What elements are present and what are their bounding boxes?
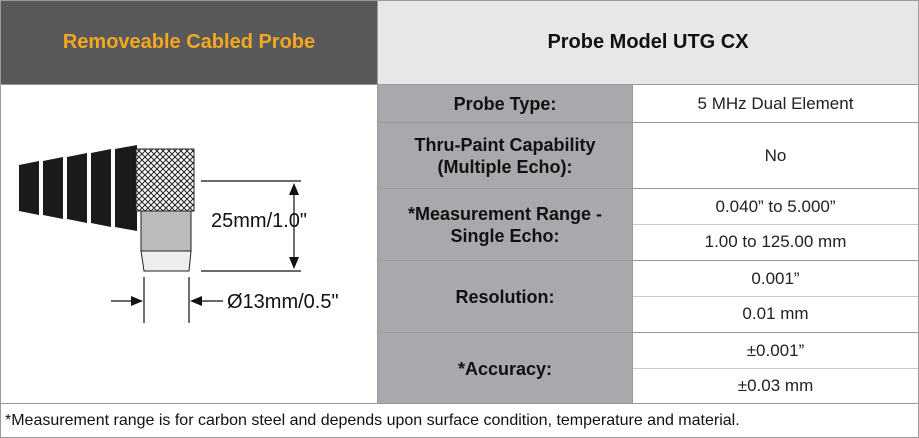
row-value: 0.001”0.01 mm bbox=[632, 260, 919, 333]
header-left-text: Removeable Cabled Probe bbox=[63, 31, 315, 54]
label-line: Single Echo: bbox=[450, 225, 559, 247]
label-line: Thru-Paint Capability bbox=[414, 134, 595, 156]
knurled-head bbox=[136, 149, 194, 211]
header-right-text: Probe Model UTG CX bbox=[547, 31, 748, 54]
label-line: Resolution: bbox=[456, 286, 555, 308]
probe-tip bbox=[141, 251, 191, 271]
height-label: 25mm/1.0" bbox=[211, 210, 307, 232]
row-value: No bbox=[632, 122, 919, 189]
cable bbox=[19, 145, 137, 231]
footnote: *Measurement range is for carbon steel a… bbox=[0, 403, 919, 438]
label-line: (Multiple Echo): bbox=[438, 156, 573, 178]
value-line: 0.040” to 5.000” bbox=[715, 190, 835, 224]
row-label: Thru-Paint Capability(Multiple Echo): bbox=[377, 122, 633, 189]
header-left: Removeable Cabled Probe bbox=[0, 0, 378, 85]
value-line: 0.01 mm bbox=[742, 297, 808, 331]
row-value: 0.040” to 5.000”1.00 to 125.00 mm bbox=[632, 188, 919, 261]
row-label: Probe Type: bbox=[377, 84, 633, 123]
label-line: *Measurement Range - bbox=[408, 203, 602, 225]
image-cell: 25mm/1.0" Ø13mm/0.5" bbox=[0, 84, 378, 404]
row-label: *Accuracy: bbox=[377, 332, 633, 405]
probe-drawing: 25mm/1.0" Ø13mm/0.5" bbox=[1, 85, 377, 403]
row-label: Resolution: bbox=[377, 260, 633, 333]
footnote-text: *Measurement range is for carbon steel a… bbox=[5, 412, 740, 430]
value-line: 1.00 to 125.00 mm bbox=[705, 225, 847, 259]
value-line: ±0.001” bbox=[747, 334, 805, 368]
value-line: 5 MHz Dual Element bbox=[698, 87, 854, 121]
diameter-label: Ø13mm/0.5" bbox=[227, 291, 339, 313]
probe-body bbox=[141, 211, 191, 251]
value-line: ±0.03 mm bbox=[738, 369, 813, 403]
label-line: *Accuracy: bbox=[458, 358, 552, 380]
row-value: 5 MHz Dual Element bbox=[632, 84, 919, 123]
row-label: *Measurement Range -Single Echo: bbox=[377, 188, 633, 261]
spec-sheet: Removeable Cabled Probe Probe Model UTG … bbox=[0, 0, 919, 438]
label-line: Probe Type: bbox=[454, 93, 557, 115]
header-right: Probe Model UTG CX bbox=[377, 0, 919, 85]
value-line: 0.001” bbox=[751, 262, 799, 296]
value-line: No bbox=[765, 139, 787, 173]
row-value: ±0.001”±0.03 mm bbox=[632, 332, 919, 405]
